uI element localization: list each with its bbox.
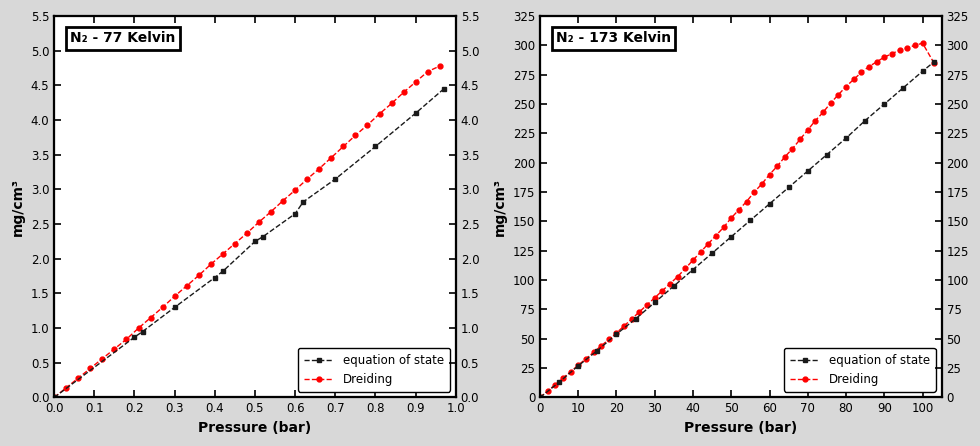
Dreiding — [787, 146, 799, 151]
Dreiding — [301, 176, 313, 182]
Dreiding — [181, 283, 193, 289]
equation of state — [707, 251, 718, 256]
Dreiding — [96, 356, 108, 361]
Dreiding — [386, 101, 398, 106]
Dreiding — [325, 155, 337, 160]
equation of state — [48, 395, 60, 400]
X-axis label: Pressure (bar): Pressure (bar) — [684, 421, 798, 435]
Dreiding — [434, 63, 446, 69]
equation of state — [554, 380, 565, 385]
Dreiding — [132, 326, 144, 331]
Dreiding — [717, 225, 729, 230]
Dreiding — [916, 41, 928, 46]
Dreiding — [241, 231, 253, 236]
Line: equation of state: equation of state — [538, 59, 937, 400]
equation of state — [802, 168, 813, 173]
equation of state — [329, 176, 341, 182]
equation of state — [136, 329, 148, 334]
equation of state — [534, 395, 546, 400]
Dreiding — [193, 273, 205, 278]
equation of state — [916, 69, 928, 74]
equation of state — [128, 334, 140, 340]
Line: Dreiding: Dreiding — [538, 41, 937, 400]
Legend: equation of state, Dreiding: equation of state, Dreiding — [784, 348, 936, 392]
equation of state — [783, 185, 795, 190]
equation of state — [859, 118, 871, 123]
Dreiding — [672, 274, 684, 279]
equation of state — [928, 59, 940, 65]
equation of state — [438, 86, 450, 91]
equation of state — [668, 283, 680, 289]
equation of state — [289, 211, 301, 216]
Dreiding — [373, 111, 385, 116]
Dreiding — [61, 385, 73, 390]
Dreiding — [421, 69, 433, 74]
Dreiding — [157, 305, 169, 310]
Dreiding — [84, 366, 96, 371]
equation of state — [611, 331, 622, 337]
Dreiding — [771, 164, 783, 169]
Dreiding — [217, 251, 228, 256]
equation of state — [898, 85, 909, 91]
Dreiding — [928, 60, 940, 66]
equation of state — [169, 305, 180, 310]
Y-axis label: mg/cm³: mg/cm³ — [493, 178, 508, 236]
Text: N₂ - 77 Kelvin: N₂ - 77 Kelvin — [71, 31, 175, 45]
X-axis label: Pressure (bar): Pressure (bar) — [198, 421, 312, 435]
Dreiding — [121, 337, 132, 342]
Dreiding — [205, 262, 217, 267]
Text: N₂ - 173 Kelvin: N₂ - 173 Kelvin — [556, 31, 671, 45]
Line: Dreiding: Dreiding — [52, 64, 442, 400]
equation of state — [410, 111, 421, 116]
Dreiding — [253, 219, 265, 225]
Dreiding — [48, 395, 60, 400]
Dreiding — [564, 369, 576, 374]
equation of state — [249, 239, 261, 244]
equation of state — [257, 234, 269, 240]
equation of state — [745, 218, 757, 223]
Dreiding — [398, 90, 410, 95]
Dreiding — [894, 47, 906, 53]
equation of state — [840, 136, 852, 141]
Dreiding — [314, 166, 325, 171]
Dreiding — [337, 144, 349, 149]
Dreiding — [73, 376, 84, 381]
Dreiding — [410, 79, 421, 85]
Y-axis label: mg/cm³: mg/cm³ — [11, 178, 25, 236]
equation of state — [369, 144, 381, 149]
Dreiding — [229, 241, 241, 246]
equation of state — [572, 363, 584, 368]
Dreiding — [145, 315, 157, 320]
equation of state — [630, 316, 642, 322]
equation of state — [297, 199, 309, 205]
Dreiding — [350, 133, 362, 138]
equation of state — [821, 152, 833, 157]
equation of state — [209, 275, 221, 280]
Dreiding — [289, 187, 301, 193]
equation of state — [649, 300, 661, 305]
Dreiding — [169, 293, 180, 299]
Dreiding — [277, 198, 289, 203]
equation of state — [592, 348, 604, 353]
Dreiding — [109, 346, 121, 351]
equation of state — [725, 234, 737, 240]
equation of state — [217, 268, 228, 274]
equation of state — [878, 101, 890, 107]
Dreiding — [362, 122, 373, 128]
Dreiding — [266, 209, 277, 215]
equation of state — [687, 267, 699, 272]
Line: equation of state: equation of state — [52, 87, 446, 400]
Legend: equation of state, Dreiding: equation of state, Dreiding — [298, 348, 450, 392]
equation of state — [763, 201, 775, 206]
Dreiding — [534, 395, 546, 400]
